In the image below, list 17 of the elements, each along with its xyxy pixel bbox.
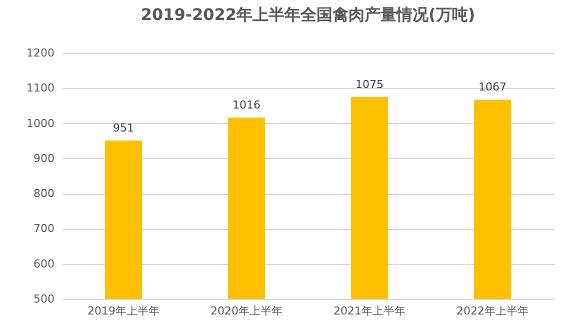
x-tick-label: 2020年上半年 — [210, 304, 282, 318]
y-tick-label: 600 — [34, 257, 54, 270]
y-tick-label: 700 — [34, 222, 54, 236]
x-tick-label: 2021年上半年 — [334, 304, 406, 318]
y-tick-label: 1000 — [26, 116, 54, 130]
x-tick-label: 2019年上半年 — [88, 304, 160, 318]
data-label: 1067 — [478, 80, 506, 94]
data-label: 951 — [113, 122, 134, 135]
data-label: 1075 — [356, 78, 384, 91]
x-tick-label: 2022年上半年 — [456, 304, 528, 318]
y-tick-label: 1100 — [26, 82, 54, 95]
y-tick-label: 800 — [34, 187, 54, 200]
y-tick-label: 500 — [34, 292, 54, 306]
data-label: 1016 — [232, 98, 260, 112]
y-tick-label: 900 — [34, 152, 54, 165]
y-tick-label: 1200 — [26, 46, 54, 60]
chart-title: 2019-2022年上半年全国禽肉产量情况(万吨) — [140, 5, 476, 24]
